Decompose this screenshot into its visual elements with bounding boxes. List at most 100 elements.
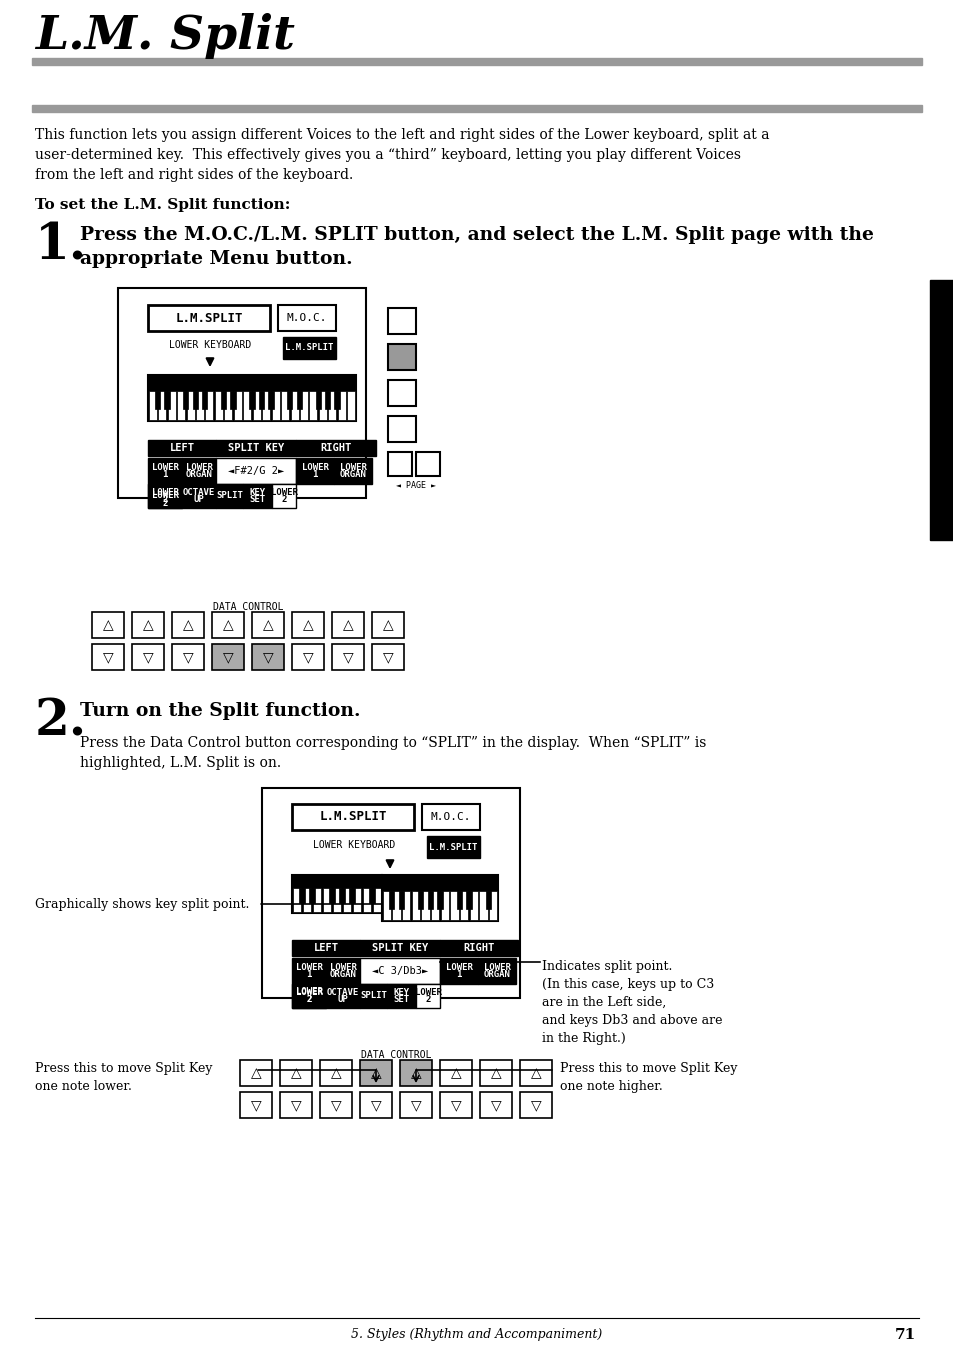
Bar xyxy=(295,440,375,456)
Bar xyxy=(322,889,331,912)
Bar xyxy=(148,305,270,331)
Bar xyxy=(389,892,394,909)
Bar xyxy=(292,940,359,956)
Bar xyxy=(172,643,204,670)
Bar xyxy=(388,415,416,442)
Text: ORGAN: ORGAN xyxy=(186,471,213,479)
Bar xyxy=(132,643,164,670)
Bar xyxy=(32,58,921,65)
Text: ORGAN: ORGAN xyxy=(483,970,510,979)
Text: SPLIT KEY: SPLIT KEY xyxy=(228,442,284,453)
Bar xyxy=(309,889,314,902)
Bar xyxy=(291,391,298,420)
Text: ▽: ▽ xyxy=(251,1098,261,1112)
Bar xyxy=(489,892,497,920)
Text: ▽: ▽ xyxy=(222,650,233,664)
Bar xyxy=(421,892,429,920)
Bar xyxy=(195,391,204,420)
Bar xyxy=(359,983,387,1008)
Bar xyxy=(233,391,242,420)
Bar xyxy=(479,1060,512,1086)
Bar xyxy=(439,958,477,983)
Text: LOWER: LOWER xyxy=(295,963,322,971)
Text: LOWER: LOWER xyxy=(186,463,213,472)
Text: UP: UP xyxy=(193,495,204,505)
Bar xyxy=(388,452,412,476)
Text: To set the L.M. Split function:: To set the L.M. Split function: xyxy=(35,198,290,212)
Text: 2: 2 xyxy=(306,996,312,1005)
Text: ▽: ▽ xyxy=(371,1098,381,1112)
Bar xyxy=(431,892,438,920)
Bar xyxy=(224,391,233,420)
Text: Press this to move Split Key
one note higher.: Press this to move Split Key one note hi… xyxy=(559,1062,737,1093)
Text: OCTAVE: OCTAVE xyxy=(183,488,214,496)
Bar xyxy=(292,876,381,913)
Text: △: △ xyxy=(251,1066,261,1081)
Bar xyxy=(148,459,182,484)
Bar xyxy=(929,281,953,540)
Bar xyxy=(387,983,416,1008)
Text: Press the M.O.C./L.M. SPLIT button, and select the L.M. Split page with the
appr: Press the M.O.C./L.M. SPLIT button, and … xyxy=(80,227,873,268)
Text: SET: SET xyxy=(249,495,265,505)
Bar xyxy=(193,391,197,409)
Bar xyxy=(329,889,335,902)
Text: LOWER: LOWER xyxy=(152,463,178,472)
Text: L.M. Split: L.M. Split xyxy=(35,13,294,59)
Text: ▽: ▽ xyxy=(302,650,313,664)
Bar xyxy=(183,391,189,409)
Bar xyxy=(302,889,311,912)
Text: This function lets you assign different Voices to the left and right sides of th: This function lets you assign different … xyxy=(35,128,769,182)
Bar xyxy=(280,1091,312,1118)
Bar xyxy=(315,391,320,409)
Bar xyxy=(243,484,272,509)
Bar xyxy=(325,391,330,409)
Bar xyxy=(252,612,284,638)
Bar xyxy=(253,391,260,420)
Text: M.O.C.: M.O.C. xyxy=(431,812,471,822)
Bar xyxy=(335,391,339,409)
Bar xyxy=(164,391,170,409)
Bar xyxy=(459,892,468,920)
Text: Press the Data Control button corresponding to “SPLIT” in the display.  When “SP: Press the Data Control button correspond… xyxy=(80,737,705,770)
Text: ORGAN: ORGAN xyxy=(339,471,366,479)
Bar xyxy=(299,391,308,420)
Text: △: △ xyxy=(490,1066,500,1081)
Bar xyxy=(369,889,375,902)
Text: △: △ xyxy=(410,1066,421,1081)
Bar xyxy=(287,391,293,409)
Bar xyxy=(258,391,264,409)
Bar xyxy=(478,892,487,920)
Text: 2: 2 xyxy=(281,495,287,505)
Text: △: △ xyxy=(103,618,113,631)
Bar xyxy=(373,889,381,912)
Bar xyxy=(332,612,364,638)
Text: △: △ xyxy=(222,618,233,631)
Bar xyxy=(148,440,215,456)
Text: LOWER: LOWER xyxy=(295,987,322,997)
Bar xyxy=(231,391,235,409)
Text: Press this to move Split Key
one note lower.: Press this to move Split Key one note lo… xyxy=(35,1062,213,1093)
Bar xyxy=(277,305,335,331)
Bar xyxy=(326,983,359,1008)
Bar xyxy=(205,391,213,420)
Bar xyxy=(91,643,124,670)
Bar xyxy=(359,1091,392,1118)
Bar xyxy=(252,643,284,670)
Text: Graphically shows key split point.: Graphically shows key split point. xyxy=(35,898,249,911)
Text: △: △ xyxy=(331,1066,341,1081)
Text: UP: UP xyxy=(337,996,348,1004)
Bar xyxy=(309,391,317,420)
Bar xyxy=(479,1091,512,1118)
Text: △: △ xyxy=(302,618,313,631)
Bar xyxy=(381,876,497,921)
Bar xyxy=(372,643,403,670)
Bar xyxy=(292,958,326,983)
Bar xyxy=(243,391,251,420)
Bar xyxy=(401,892,410,920)
Text: L.M.SPLIT: L.M.SPLIT xyxy=(319,811,386,823)
Bar xyxy=(439,940,517,956)
Bar xyxy=(450,892,458,920)
Bar xyxy=(280,1060,312,1086)
Bar xyxy=(399,1091,432,1118)
Text: ◄F#2/G 2►: ◄F#2/G 2► xyxy=(228,465,284,476)
